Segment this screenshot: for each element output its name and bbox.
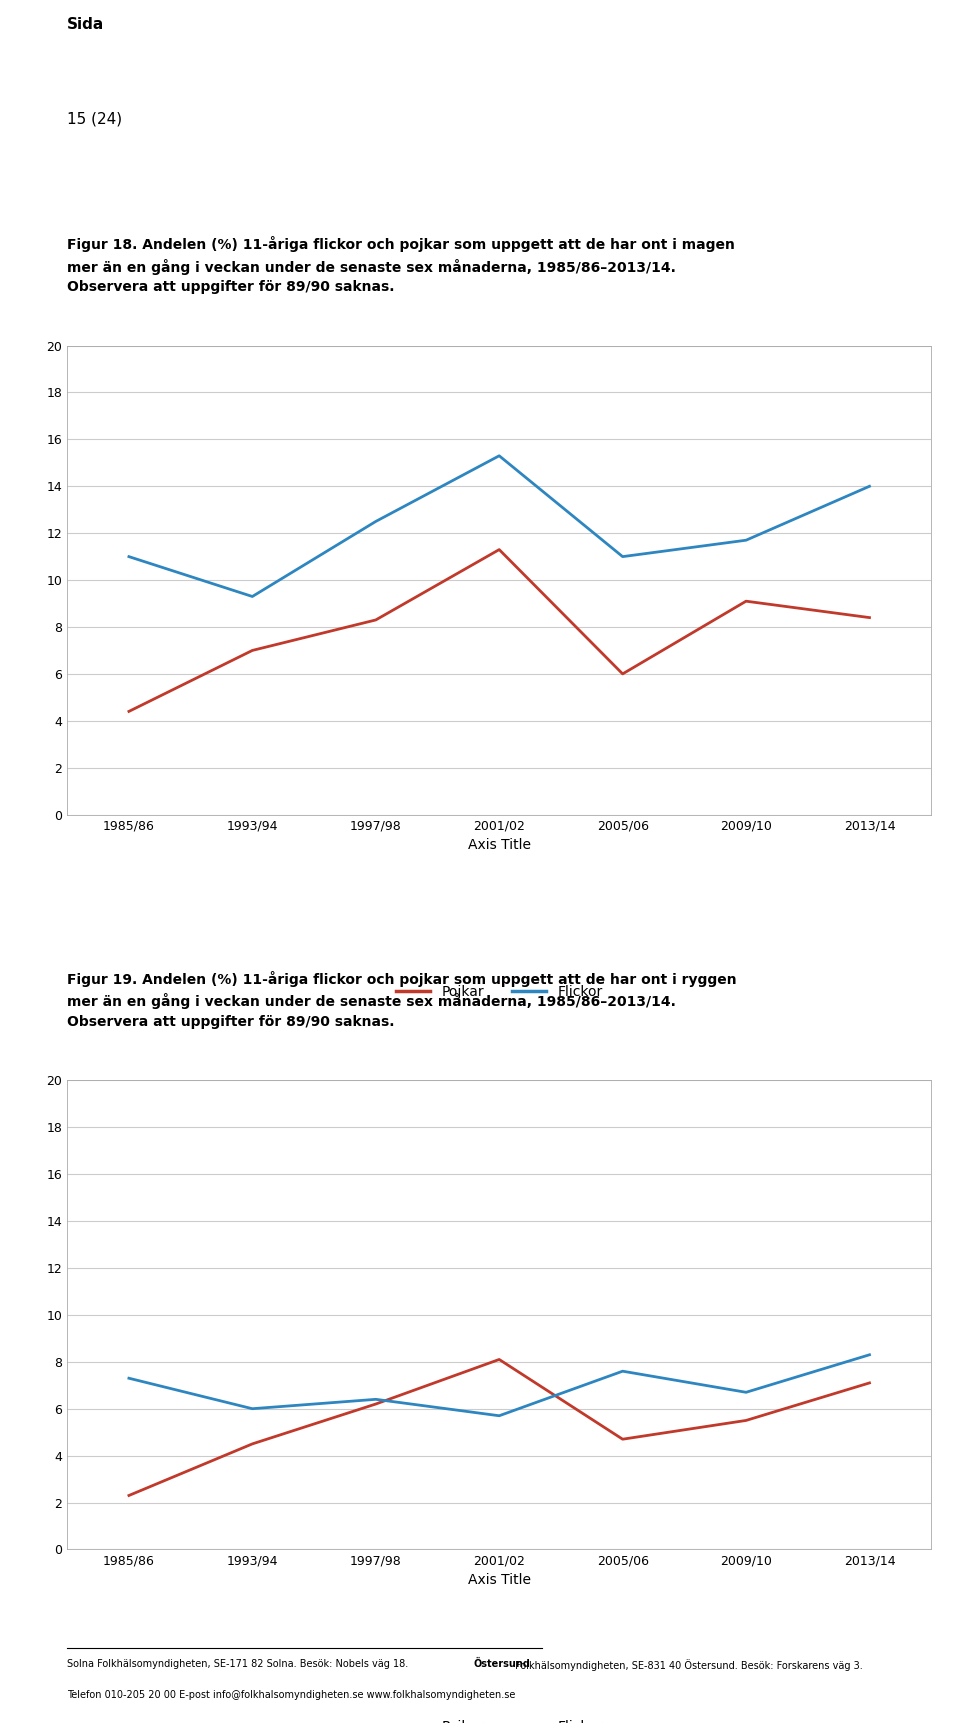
Text: Telefon 010-205 20 00 E-post info@folkhalsomyndigheten.se www.folkhalsomyndighet: Telefon 010-205 20 00 E-post info@folkha… <box>67 1690 516 1701</box>
Text: Figur 18. Andelen (%) 11-åriga flickor och pojkar som uppgett att de har ont i m: Figur 18. Andelen (%) 11-åriga flickor o… <box>67 236 735 295</box>
Legend: Pojkar, Flickor: Pojkar, Flickor <box>390 980 609 1005</box>
Text: Folkhälsomyndigheten, SE-831 40 Östersund. Besök: Forskarens väg 3.: Folkhälsomyndigheten, SE-831 40 Östersun… <box>513 1659 863 1671</box>
Legend: Pojkar, Flickor: Pojkar, Flickor <box>390 1714 609 1723</box>
Text: Solna Folkhälsomyndigheten, SE-171 82 Solna. Besök: Nobels väg 18.: Solna Folkhälsomyndigheten, SE-171 82 So… <box>67 1659 412 1670</box>
Text: Östersund: Östersund <box>473 1659 530 1670</box>
Text: Figur 19. Andelen (%) 11-åriga flickor och pojkar som uppgett att de har ont i r: Figur 19. Andelen (%) 11-åriga flickor o… <box>67 972 737 1029</box>
Text: 15 (24): 15 (24) <box>67 110 122 126</box>
Text: Sida: Sida <box>67 17 105 33</box>
X-axis label: Axis Title: Axis Title <box>468 837 531 851</box>
X-axis label: Axis Title: Axis Title <box>468 1573 531 1587</box>
